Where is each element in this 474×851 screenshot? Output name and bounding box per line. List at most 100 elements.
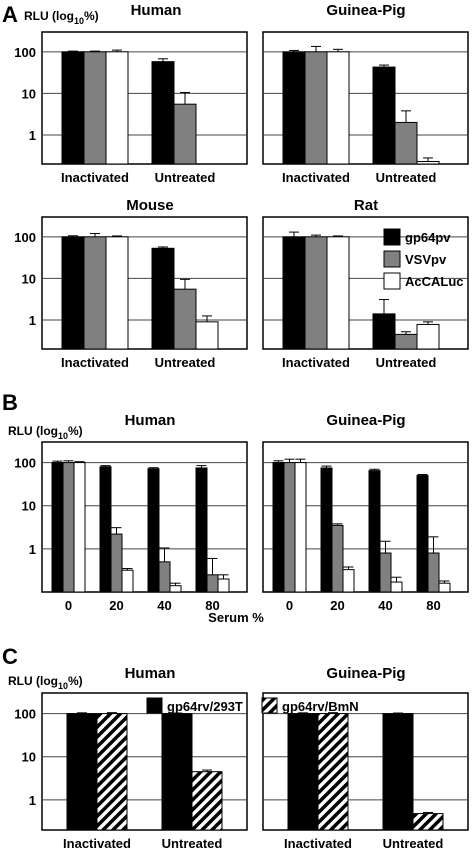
chart-B-guinea-pig: Guinea-Pig 0 20 40 80 bbox=[262, 412, 469, 613]
bar-vsvpv bbox=[83, 236, 107, 350]
chart-title: Guinea-Pig bbox=[326, 665, 405, 682]
bar-accaluc bbox=[326, 51, 350, 165]
bar-vsvpv bbox=[331, 524, 344, 593]
category-label: 80 bbox=[205, 598, 219, 613]
y-tick-label: 1 bbox=[29, 793, 36, 808]
legend-swatch bbox=[383, 228, 401, 246]
category-label: Inactivated bbox=[284, 836, 352, 851]
bar-vsvpv bbox=[379, 552, 392, 593]
category-label: 80 bbox=[426, 598, 440, 613]
panel-letter-a: A bbox=[2, 2, 18, 27]
bar-accaluc bbox=[326, 236, 350, 350]
y-tick-label: 1 bbox=[29, 542, 36, 557]
panel-letter-c: C bbox=[2, 644, 18, 669]
category-label: Untreated bbox=[155, 170, 216, 185]
y-axis-label-a: RLU (log10%) bbox=[24, 9, 99, 26]
bar-gp64rv-bmn bbox=[191, 771, 223, 831]
y-tick-label: 10 bbox=[22, 271, 36, 286]
bar-vsvpv bbox=[206, 574, 219, 593]
x-axis-label-b: Serum % bbox=[208, 610, 264, 625]
category-label: Untreated bbox=[162, 836, 223, 851]
category-label: Inactivated bbox=[282, 170, 350, 185]
bar-vsvpv bbox=[173, 288, 197, 350]
chart-C-guinea-pig: Guinea-Pig Inactivated Untreated bbox=[262, 665, 469, 851]
bar-gp64rv-293t bbox=[382, 713, 414, 831]
plot-frame bbox=[41, 31, 248, 165]
bar-gp64pv bbox=[372, 66, 396, 165]
bar-gp64rv-293t bbox=[161, 713, 193, 831]
bar-gp64pv bbox=[368, 470, 381, 593]
bar-gp64rv-293t bbox=[287, 713, 319, 831]
y-tick-label: 100 bbox=[14, 707, 36, 722]
bar-vsvpv bbox=[158, 561, 171, 593]
bar-accaluc bbox=[416, 323, 440, 350]
legend-swatch bbox=[146, 697, 163, 714]
bar-vsvpv bbox=[304, 51, 328, 165]
plot-frame bbox=[262, 441, 469, 593]
bar-accaluc bbox=[416, 160, 440, 165]
bar-gp64pv bbox=[61, 236, 85, 350]
y-axis-label-c: RLU (log10%) bbox=[8, 674, 83, 691]
bar-vsvpv bbox=[173, 103, 197, 165]
chart-title: Human bbox=[131, 2, 182, 19]
chart-title: Guinea-Pig bbox=[326, 412, 405, 429]
chart-title: Human bbox=[125, 412, 176, 429]
bar-gp64pv bbox=[282, 236, 306, 350]
legend-label: VSVpv bbox=[405, 252, 447, 267]
bar-accaluc bbox=[121, 569, 134, 593]
plot-frame bbox=[262, 692, 469, 831]
category-label: Inactivated bbox=[61, 355, 129, 370]
bar-accaluc bbox=[438, 582, 451, 593]
category-label: Inactivated bbox=[63, 836, 131, 851]
bar-accaluc bbox=[169, 585, 182, 593]
legend-swatch bbox=[383, 250, 401, 268]
category-label: 0 bbox=[286, 598, 293, 613]
panel-letter-b: B bbox=[2, 390, 18, 415]
bar-gp64pv bbox=[272, 462, 285, 593]
bar-vsvpv bbox=[283, 462, 296, 593]
bar-vsvpv bbox=[83, 51, 107, 165]
bar-gp64pv bbox=[151, 247, 175, 350]
bar-gp64pv bbox=[51, 462, 64, 593]
y-tick-label: 100 bbox=[14, 230, 36, 245]
plot-frame bbox=[41, 216, 248, 350]
bar-accaluc bbox=[342, 569, 355, 593]
bar-gp64pv bbox=[61, 51, 85, 165]
bar-gp64pv bbox=[320, 467, 333, 593]
chart-C-human: Human 100 10 1 Inactivated Untreated bbox=[14, 665, 248, 851]
bar-accaluc bbox=[73, 462, 86, 593]
bar-vsvpv bbox=[427, 552, 440, 593]
y-tick-label: 1 bbox=[29, 128, 36, 143]
bar-accaluc bbox=[217, 578, 230, 593]
bar-gp64rv-bmn bbox=[317, 713, 349, 831]
bar-gp64pv bbox=[195, 467, 208, 593]
bar-vsvpv bbox=[304, 236, 328, 350]
category-label: Untreated bbox=[376, 355, 437, 370]
y-tick-label: 10 bbox=[22, 750, 36, 765]
chart-title: Guinea-Pig bbox=[326, 2, 405, 19]
category-label: Untreated bbox=[376, 170, 437, 185]
bar-accaluc bbox=[105, 51, 129, 165]
category-label: 20 bbox=[109, 598, 123, 613]
chart-A-human: Human 100 10 1 Inactivated Untreated bbox=[14, 2, 248, 185]
legend-label: gp64pv bbox=[405, 230, 451, 245]
bar-accaluc bbox=[294, 462, 307, 593]
bar-vsvpv bbox=[394, 121, 418, 165]
plot-frame bbox=[41, 441, 248, 593]
bar-gp64pv bbox=[151, 61, 175, 165]
chart-A-guinea-pig: Guinea-Pig Inactivated Untreated bbox=[262, 2, 469, 185]
y-tick-label: 1 bbox=[29, 313, 36, 328]
bar-gp64pv bbox=[147, 468, 160, 593]
plot-frame bbox=[262, 31, 469, 165]
legend-label: AcCALuc bbox=[405, 274, 464, 289]
plot-frame bbox=[262, 216, 469, 350]
bar-gp64pv bbox=[99, 466, 112, 593]
category-label: Untreated bbox=[383, 836, 444, 851]
legend-label: gp64rv/BmN bbox=[282, 699, 359, 714]
legends: gp64pv VSVpv AcCALuc gp64rv/293T gp64rv/BmN bbox=[146, 228, 464, 714]
bar-gp64pv bbox=[372, 313, 396, 350]
chart-A-rat: Rat Inactivated Untreated bbox=[262, 197, 469, 370]
